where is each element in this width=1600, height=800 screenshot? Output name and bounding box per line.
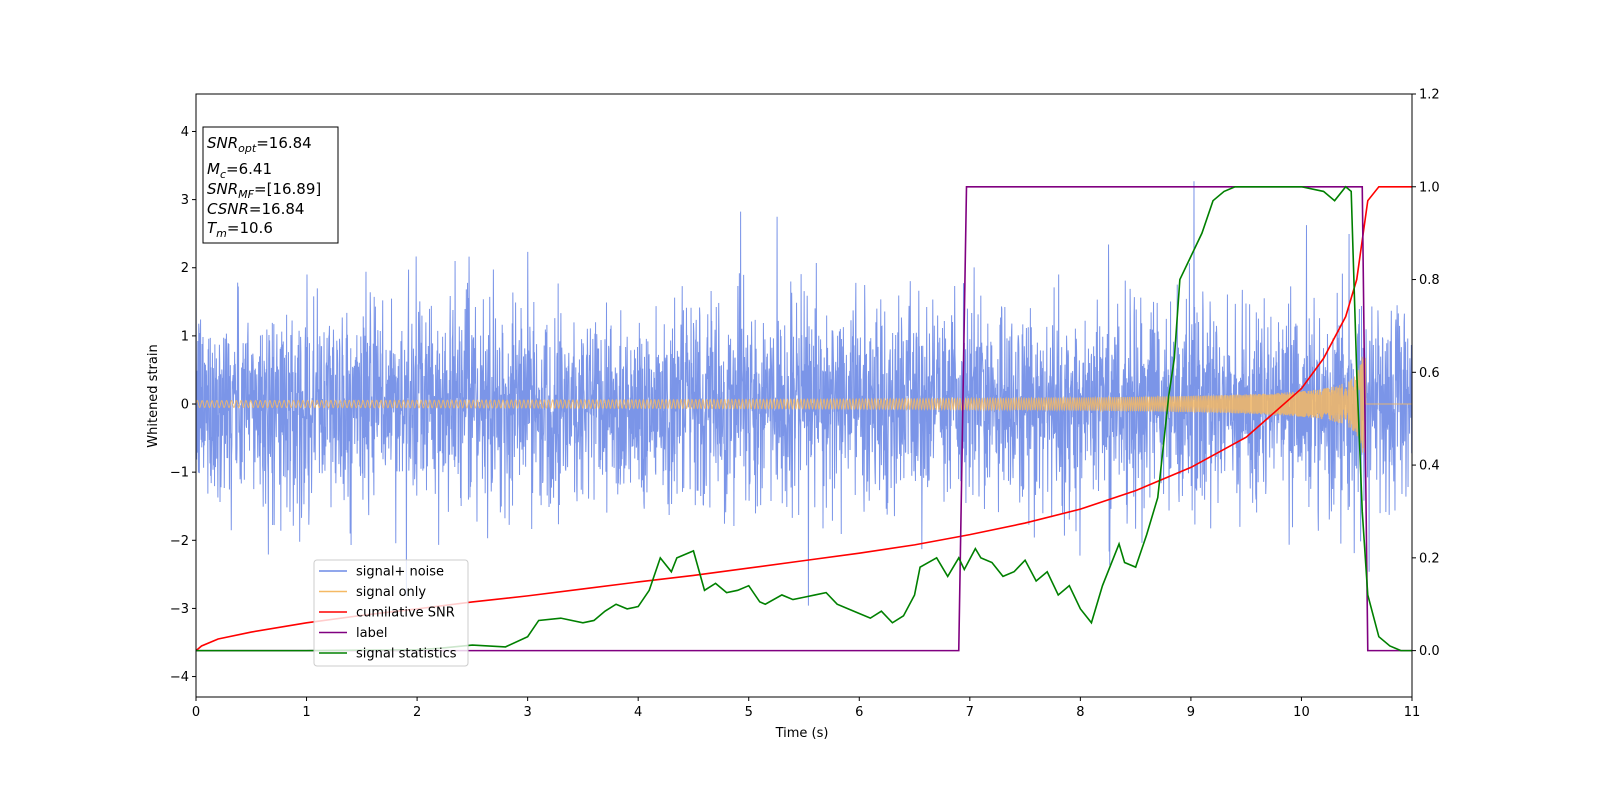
x-tick-label: 5 bbox=[745, 705, 753, 720]
info-mc-value: 6.41 bbox=[239, 160, 272, 178]
x-axis-ticks: 0 1 2 3 4 5 6 7 8 9 10 11 bbox=[192, 697, 1420, 720]
right-y-tick-label: 0.2 bbox=[1419, 551, 1440, 566]
right-y-axis-ticks: 0.0 0.2 0.4 0.6 0.8 1.0 1.2 bbox=[1412, 88, 1440, 659]
info-box-frame bbox=[202, 126, 339, 244]
right-y-tick-label: 1.0 bbox=[1419, 180, 1440, 195]
right-y-tick-label: 1.2 bbox=[1419, 88, 1440, 103]
info-csnr: CSNR=16.84 bbox=[207, 200, 304, 218]
info-mc: Mc=6.41 bbox=[207, 160, 272, 181]
left-y-axis-ticks: −4 −3 −2 −1 0 1 2 3 4 bbox=[170, 125, 196, 685]
x-tick-label: 4 bbox=[634, 705, 642, 720]
legend-label-label: label bbox=[356, 626, 387, 641]
left-y-tick-label: −1 bbox=[170, 466, 189, 481]
x-tick-label: 9 bbox=[1187, 705, 1195, 720]
left-y-tick-label: 3 bbox=[181, 193, 189, 208]
y-axis-label: Whitened strain bbox=[146, 344, 161, 447]
info-csnr-value: 16.84 bbox=[262, 200, 305, 218]
right-y-tick-label: 0.4 bbox=[1419, 459, 1440, 474]
info-box: SNRopt=16.84 Mc=6.41 SNRMF=[16.89] CSNR=… bbox=[202, 126, 339, 244]
legend-label-signal-statistics: signal statistics bbox=[356, 647, 457, 662]
legend-label-signal-only: signal only bbox=[356, 585, 426, 600]
legend-frame bbox=[313, 559, 469, 667]
x-axis-label: Time (s) bbox=[775, 726, 829, 741]
info-snr-opt: SNRopt=16.84 bbox=[207, 134, 312, 155]
x-tick-label: 6 bbox=[855, 705, 863, 720]
x-tick-label: 8 bbox=[1076, 705, 1084, 720]
left-y-tick-label: −4 bbox=[170, 670, 189, 685]
left-y-tick-label: −2 bbox=[170, 534, 189, 549]
axes-frame bbox=[195, 93, 1413, 698]
x-tick-label: 10 bbox=[1293, 705, 1310, 720]
left-y-tick-label: −3 bbox=[170, 602, 189, 617]
legend-label-signal-noise: signal+ noise bbox=[356, 565, 444, 580]
legend: signal+ noise signal only cumilative SNR la… bbox=[313, 559, 469, 667]
left-y-tick-label: 0 bbox=[181, 398, 189, 413]
series-signal-only bbox=[196, 356, 1412, 453]
right-y-tick-label: 0.6 bbox=[1419, 366, 1440, 381]
legend-items: signal+ noise signal only cumilative SNR la… bbox=[319, 565, 457, 662]
right-y-tick-label: 0.0 bbox=[1419, 644, 1440, 659]
x-tick-label: 0 bbox=[192, 705, 200, 720]
left-y-tick-label: 1 bbox=[181, 329, 189, 344]
info-snr-opt-value: 16.84 bbox=[269, 134, 312, 152]
info-snr-mf-value: [16.89] bbox=[267, 180, 322, 198]
legend-label-cumilative-snr: cumilative SNR bbox=[356, 606, 455, 621]
series-signal-statistics bbox=[196, 185, 1412, 652]
info-tm: Tm=10.6 bbox=[207, 219, 273, 240]
x-tick-label: 2 bbox=[413, 705, 421, 720]
left-y-tick-label: 4 bbox=[181, 125, 189, 140]
series-label bbox=[196, 185, 1412, 652]
info-tm-value: 10.6 bbox=[239, 219, 272, 237]
left-y-tick-label: 2 bbox=[181, 261, 189, 276]
x-tick-label: 7 bbox=[966, 705, 974, 720]
x-tick-label: 11 bbox=[1404, 705, 1421, 720]
info-snr-mf: SNRMF=[16.89] bbox=[207, 180, 321, 201]
x-tick-label: 1 bbox=[302, 705, 310, 720]
right-y-tick-label: 0.8 bbox=[1419, 273, 1440, 288]
x-tick-label: 3 bbox=[523, 705, 531, 720]
